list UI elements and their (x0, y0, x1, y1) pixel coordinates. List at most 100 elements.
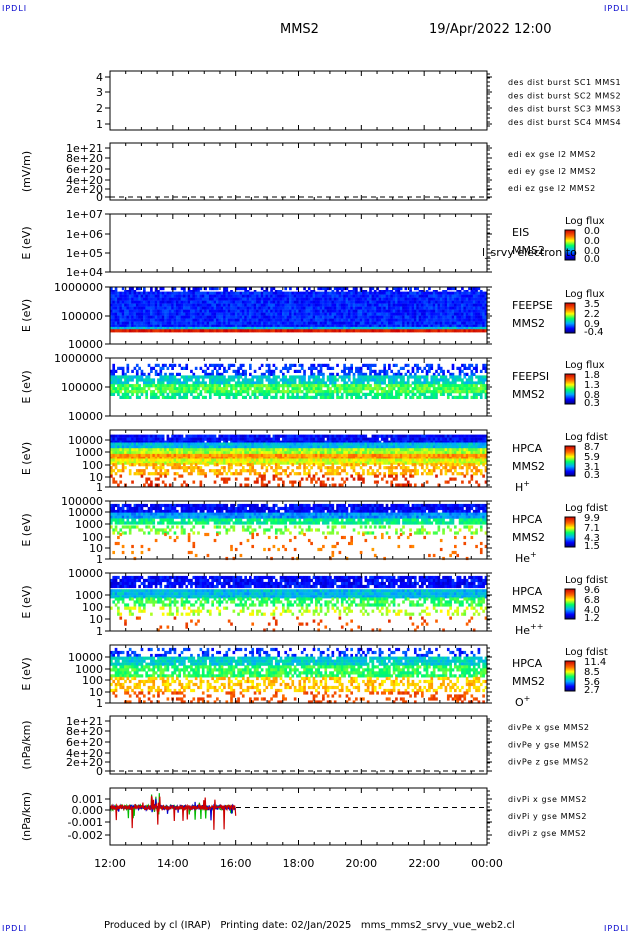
spectrogram-cell (314, 318, 318, 322)
spectrogram-cell (258, 445, 262, 449)
spectrogram-cell (180, 366, 184, 370)
spectrogram-cell (477, 324, 481, 328)
spectrogram-cell (319, 366, 323, 370)
spectrogram-cell (314, 387, 318, 391)
spectrogram-cell (357, 390, 361, 394)
spectrogram-cell (484, 306, 488, 310)
spectrogram-cell (446, 329, 450, 333)
spectrogram-cell (117, 378, 120, 382)
spectrogram-cell (256, 300, 259, 304)
spectrogram-cell (223, 329, 226, 333)
spectrogram-cell (197, 395, 200, 399)
spectrogram-cell (376, 287, 379, 291)
spectrogram-cell (121, 445, 125, 449)
spectrogram-cell (220, 378, 224, 382)
spectrogram-cell (317, 451, 321, 455)
spectrogram-cell (463, 366, 467, 370)
spectrogram-cell (468, 303, 471, 307)
spectrogram-cell (439, 315, 443, 319)
spectrogram-cell (437, 366, 441, 370)
spectrogram-cell (423, 291, 427, 295)
spectrogram-cell (168, 329, 172, 333)
spectrogram-cell (444, 294, 448, 298)
spectrogram-cell (331, 324, 335, 328)
spectrogram-cell (131, 378, 134, 382)
spectrogram-cell (133, 321, 137, 325)
spectrogram-cell (173, 378, 177, 382)
spectrogram-cell (416, 384, 419, 388)
spectrogram-cell (380, 312, 384, 316)
spectrogram-cell (124, 381, 127, 385)
spectrogram-cell (237, 458, 240, 462)
spectrogram-cell (385, 384, 389, 388)
spectrogram-cell (371, 297, 375, 301)
spectrogram-cell (246, 442, 250, 446)
spectrogram-cell (131, 437, 134, 441)
spectrogram-cell (477, 297, 481, 301)
spectrogram-cell (126, 329, 130, 333)
spectrogram-cell (175, 381, 179, 385)
spectrogram-cell (350, 294, 353, 298)
spectrogram-cell (355, 309, 358, 313)
spectrogram-cell (227, 381, 231, 385)
spectrogram-cell (345, 381, 349, 385)
spectrogram-cell (350, 297, 353, 301)
spectrogram-cell (154, 392, 158, 396)
spectrogram-cell (329, 318, 332, 322)
spectrogram-cell (458, 390, 462, 394)
spectrogram-cell (291, 321, 295, 325)
spectrogram-cell (131, 294, 134, 298)
spectrogram-cell (225, 315, 229, 319)
spectrogram-cell (336, 326, 339, 331)
spectrogram-cell (159, 366, 163, 370)
spectrogram-cell (256, 461, 259, 465)
spectrogram-cell (357, 321, 361, 325)
spectrogram-cell (378, 309, 382, 313)
spectrogram-cell (451, 306, 455, 310)
spectrogram-cell (194, 312, 198, 316)
spectrogram-cell (355, 326, 358, 331)
spectrogram-cell (284, 297, 288, 301)
spectrogram-cell (216, 437, 219, 441)
spectrogram-cell (178, 378, 181, 382)
spectrogram-cell (253, 480, 257, 484)
spectrogram-cell (216, 321, 219, 325)
spectrogram-cell (204, 472, 207, 476)
spectrogram-cell (161, 303, 165, 307)
spectrogram-cell (343, 366, 346, 370)
spectrogram-cell (110, 306, 113, 310)
spectrogram-cell (359, 306, 363, 310)
spectrogram-cell (260, 384, 264, 388)
spectrogram-cell (444, 324, 448, 328)
spectrogram-cell (416, 312, 419, 316)
spectrogram-cell (199, 458, 203, 462)
spectrogram-cell (199, 294, 203, 298)
spectrogram-cell (279, 329, 283, 333)
spectrogram-cell (128, 300, 132, 304)
spectrogram-cell (345, 375, 349, 379)
spectrogram-cell (291, 297, 295, 301)
spectrogram-cell (484, 363, 488, 367)
spectrogram-cell (249, 326, 252, 331)
spectrogram-cell (251, 378, 255, 382)
spectrogram-cell (161, 318, 165, 322)
spectrogram-cell (241, 442, 245, 446)
spectrogram-cell (201, 375, 205, 379)
spectrogram-cell (128, 442, 132, 446)
spectrogram-cell (406, 306, 410, 310)
spectrogram-cell (216, 445, 219, 449)
spectrogram-cell (183, 366, 186, 370)
spectrogram-cell (213, 437, 217, 441)
spectrogram-cell (249, 306, 252, 310)
spectrogram-cell (333, 315, 337, 319)
spectrogram-cell (251, 297, 255, 301)
spectrogram-cell (201, 300, 205, 304)
spectrogram-cell (121, 318, 125, 322)
spectrogram-cell (133, 437, 137, 441)
spectrogram-cell (305, 390, 309, 394)
spectrogram-cell (213, 321, 217, 325)
spectrogram-cell (423, 303, 427, 307)
spectrogram-cell (201, 440, 205, 444)
spectrogram-cell (213, 303, 217, 307)
spectrogram-cell (147, 387, 151, 391)
